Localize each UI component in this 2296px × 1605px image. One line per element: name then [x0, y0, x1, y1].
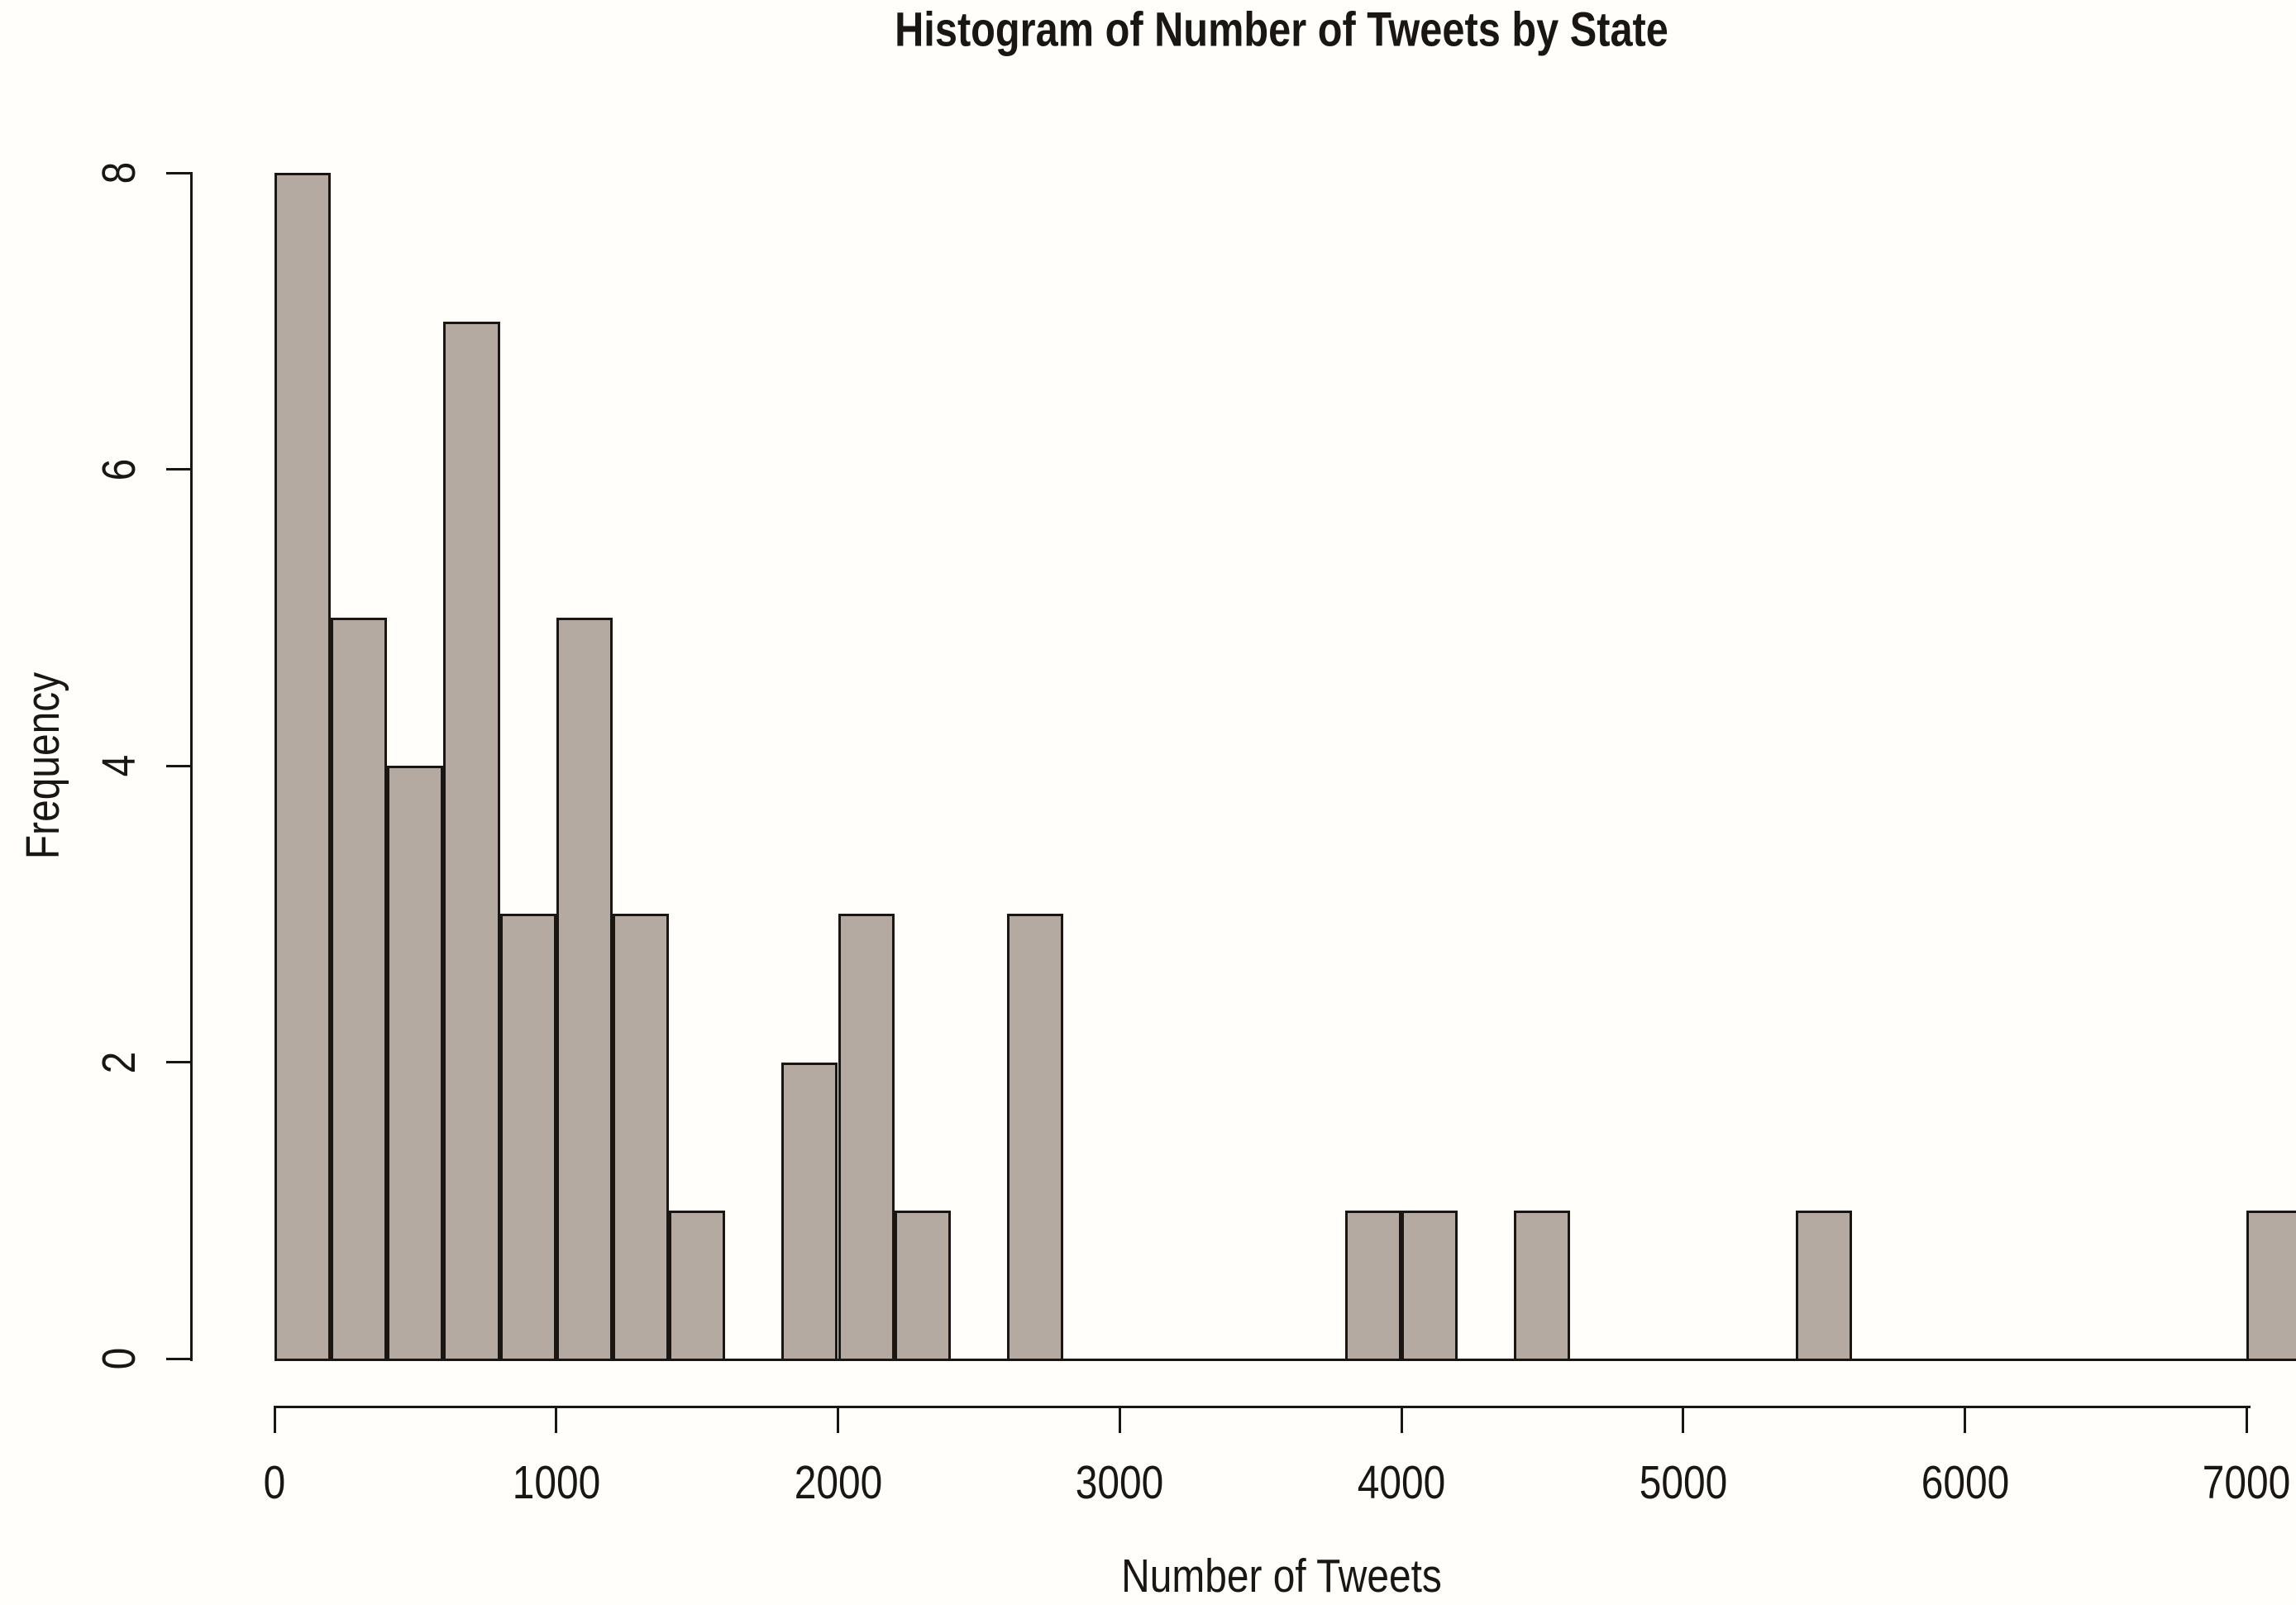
- histogram-bar: [1401, 1210, 1458, 1361]
- x-tick: [1400, 1406, 1403, 1433]
- histogram-bar: [2246, 1210, 2296, 1361]
- y-tick-label: 2: [93, 1051, 146, 1073]
- x-axis-line: [274, 1406, 2251, 1408]
- histogram-bar: [1514, 1210, 1571, 1361]
- x-tick-label: 5000: [1639, 1456, 1728, 1509]
- histogram-bar: [1344, 1210, 1401, 1361]
- histogram-bar: [443, 321, 500, 1361]
- x-tick: [273, 1406, 276, 1433]
- histogram-bar: [499, 914, 556, 1361]
- histogram-bar: [1006, 914, 1064, 1361]
- y-axis-label: Frequency: [17, 671, 69, 860]
- zero-baseline: [274, 1359, 2296, 1361]
- histogram-bar: [331, 618, 388, 1361]
- y-tick: [166, 468, 193, 471]
- y-tick-label: 0: [93, 1347, 146, 1370]
- histogram-bar: [274, 173, 332, 1361]
- y-tick: [166, 764, 193, 767]
- histogram-bar: [556, 618, 613, 1361]
- y-tick: [166, 1061, 193, 1064]
- histogram-bar: [612, 914, 670, 1361]
- x-tick: [1964, 1406, 1966, 1433]
- x-tick: [1118, 1406, 1121, 1433]
- histogram-bar: [669, 1210, 726, 1361]
- x-tick-label: 7000: [2202, 1456, 2291, 1509]
- y-tick-label: 4: [93, 754, 146, 777]
- histogram-bar: [894, 1210, 951, 1361]
- histogram-bar: [781, 1062, 838, 1361]
- y-tick-label: 6: [93, 458, 146, 481]
- x-tick: [2245, 1406, 2248, 1433]
- x-tick: [1682, 1406, 1685, 1433]
- y-tick-label: 8: [93, 162, 146, 184]
- x-tick: [837, 1406, 839, 1433]
- x-axis-label: Number of Tweets: [1121, 1550, 1442, 1603]
- x-tick-label: 4000: [1357, 1456, 1446, 1509]
- x-tick-label: 1000: [512, 1456, 601, 1509]
- y-tick: [166, 1357, 193, 1360]
- histogram-bar: [1796, 1210, 1853, 1361]
- x-tick-label: 0: [263, 1456, 286, 1509]
- x-tick-label: 6000: [1921, 1456, 2009, 1509]
- histogram-bar: [387, 766, 444, 1361]
- y-tick: [166, 171, 193, 174]
- x-tick: [555, 1406, 558, 1433]
- x-tick-label: 2000: [794, 1456, 882, 1509]
- histogram-bar: [838, 914, 895, 1361]
- x-tick-label: 3000: [1075, 1456, 1164, 1509]
- chart-title: Histogram of Number of Tweets by State: [895, 2, 1668, 57]
